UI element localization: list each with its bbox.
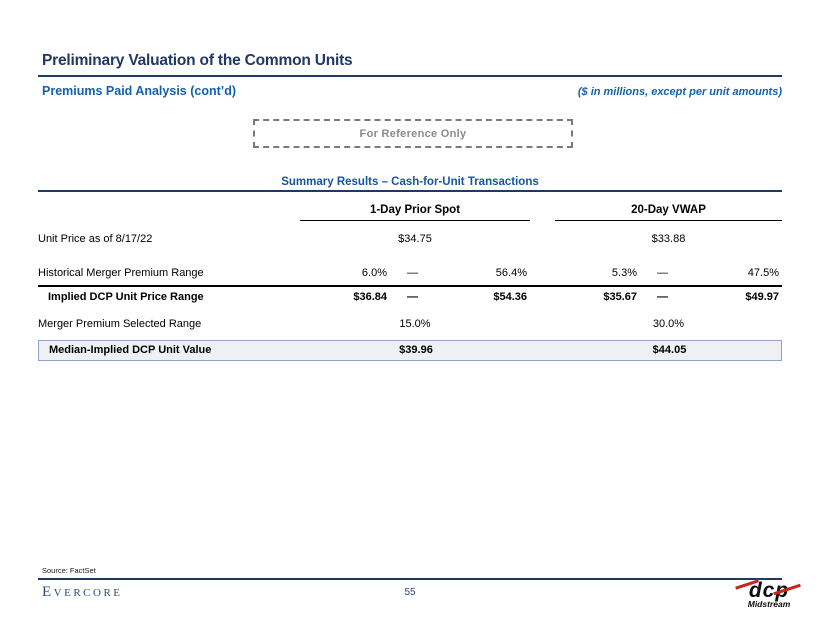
units-note: ($ in millions, except per unit amounts) bbox=[577, 86, 782, 98]
column-group-20day: 20-Day VWAP bbox=[555, 202, 782, 221]
implied-1day-low: $36.84 bbox=[353, 291, 387, 303]
selected-20day: 30.0% bbox=[652, 318, 685, 330]
page-title: Preliminary Valuation of the Common Unit… bbox=[42, 52, 353, 69]
row-selected-premium: Merger Premium Selected Range 15.0% 30.0… bbox=[38, 314, 782, 334]
column-gap bbox=[530, 229, 555, 249]
column-gap bbox=[530, 202, 555, 221]
selected-1day: 15.0% bbox=[399, 318, 431, 330]
column-gap bbox=[531, 341, 556, 360]
range-dash: — bbox=[407, 267, 418, 279]
median-20day: $44.05 bbox=[652, 344, 687, 356]
hist-20day-low: 5.3% bbox=[611, 267, 637, 279]
row-label: Unit Price as of 8/17/22 bbox=[38, 233, 153, 245]
reference-stamp-label: For Reference Only bbox=[359, 127, 467, 140]
row-label: Merger Premium Selected Range bbox=[38, 318, 202, 330]
row-label: Implied DCP Unit Price Range bbox=[48, 291, 204, 303]
row-median-implied-value: Median-Implied DCP Unit Value $39.96 $44… bbox=[38, 340, 782, 361]
row-implied-price-range: Implied DCP Unit Price Range $36.84 — $5… bbox=[38, 285, 782, 308]
column-gap bbox=[530, 263, 555, 283]
implied-1day-high: $54.36 bbox=[493, 291, 527, 303]
hist-20day-high: 47.5% bbox=[747, 267, 779, 279]
dcp-logo-midstream-text: Midstream bbox=[747, 599, 791, 609]
header-spacer bbox=[38, 202, 300, 221]
row-label: Historical Merger Premium Range bbox=[38, 267, 204, 279]
hist-1day-low: 6.0% bbox=[361, 267, 387, 279]
row-historical-premium: Historical Merger Premium Range 6.0% — 5… bbox=[38, 263, 782, 283]
title-divider bbox=[38, 75, 782, 77]
unit-price-20day: $33.88 bbox=[651, 233, 686, 245]
implied-20day-high: $49.97 bbox=[745, 291, 779, 303]
source-note: Source: FactSet bbox=[42, 566, 96, 575]
evercore-logo: Evercore bbox=[42, 584, 123, 600]
table-header-row: 1-Day Prior Spot 20-Day VWAP bbox=[38, 202, 782, 221]
row-label: Median-Implied DCP Unit Value bbox=[49, 344, 212, 356]
reference-stamp: For Reference Only bbox=[253, 119, 573, 148]
dcp-logo-wordmark: dcp bbox=[748, 579, 790, 602]
table-heading-divider bbox=[38, 190, 782, 192]
dcp-midstream-logo: dcp Midstream bbox=[733, 579, 805, 609]
column-gap bbox=[530, 287, 555, 308]
summary-table: 1-Day Prior Spot 20-Day VWAP Unit Price … bbox=[38, 202, 782, 361]
footer-divider bbox=[38, 578, 782, 580]
page-number: 55 bbox=[404, 587, 416, 598]
median-1day: $39.96 bbox=[399, 344, 433, 356]
table-heading: Summary Results – Cash-for-Unit Transact… bbox=[281, 176, 539, 188]
hist-1day-high: 56.4% bbox=[495, 267, 527, 279]
column-gap bbox=[530, 314, 555, 334]
row-unit-price: Unit Price as of 8/17/22 $34.75 $33.88 bbox=[38, 229, 782, 249]
column-group-1day: 1-Day Prior Spot bbox=[300, 202, 530, 221]
range-dash: — bbox=[407, 291, 418, 303]
range-dash: — bbox=[657, 267, 668, 279]
section-subtitle: Premiums Paid Analysis (cont’d) bbox=[42, 84, 237, 98]
unit-price-1day: $34.75 bbox=[398, 233, 432, 245]
implied-20day-low: $35.67 bbox=[603, 291, 637, 303]
range-dash: — bbox=[657, 291, 668, 303]
